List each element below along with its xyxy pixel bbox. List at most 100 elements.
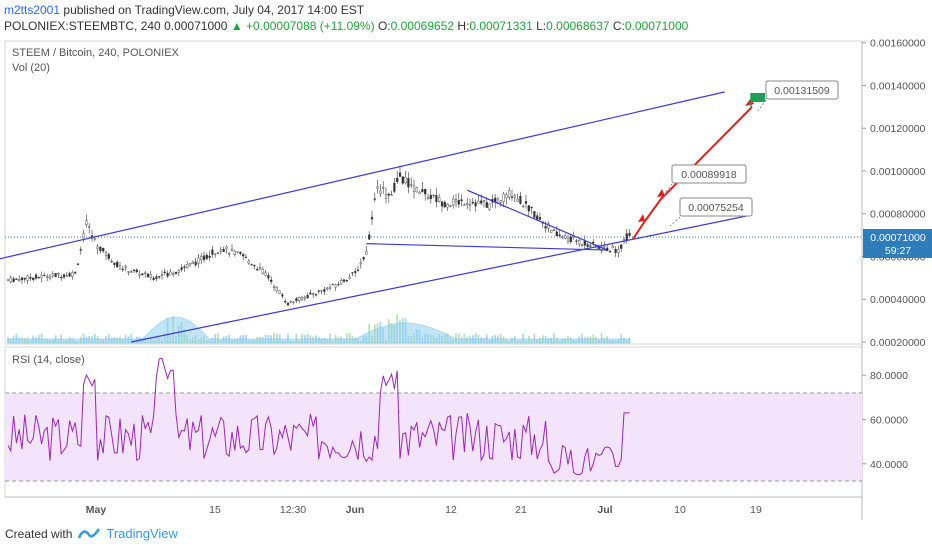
- publish-info: published on TradingView.com, July 04, 2…: [63, 3, 365, 17]
- callout-box[interactable]: 0.00075254: [669, 197, 753, 227]
- candle-body: [438, 197, 441, 202]
- candle-body: [510, 196, 514, 198]
- candle-body: [191, 261, 194, 264]
- low-value: 0.00068637: [546, 19, 610, 33]
- low-label: L:: [536, 19, 547, 33]
- candle-body: [351, 272, 354, 274]
- candle-body: [309, 292, 312, 295]
- candle-body: [46, 276, 49, 279]
- candle-body: [379, 190, 382, 194]
- candle-body: [20, 277, 24, 281]
- candle-body: [415, 187, 418, 193]
- candle-body: [71, 272, 74, 277]
- candle-body: [326, 287, 329, 290]
- volume-bar: [329, 333, 331, 343]
- volume-bar: [499, 334, 502, 343]
- high-label: H:: [457, 19, 470, 33]
- candle-body: [578, 240, 581, 245]
- volume-bar: [306, 333, 309, 343]
- candle-body: [611, 245, 614, 249]
- volume-bar: [345, 333, 348, 343]
- candle-body: [43, 274, 46, 277]
- price-tick-label: 0.00080000: [870, 209, 926, 221]
- candle-body: [250, 264, 253, 266]
- volume-bar: [107, 333, 110, 343]
- candle-body: [401, 176, 404, 184]
- candle-body: [225, 246, 228, 249]
- candle-body: [418, 192, 421, 195]
- candle-body: [166, 273, 169, 277]
- candle-body: [345, 280, 348, 282]
- candle-body: [138, 273, 141, 276]
- volume-legend: Vol (20): [12, 62, 50, 74]
- candle-body: [443, 202, 446, 208]
- candle-body: [452, 198, 455, 206]
- candle-body: [208, 255, 211, 258]
- candle-body: [356, 269, 360, 271]
- candle-body: [435, 195, 438, 203]
- candle-body: [74, 272, 77, 274]
- candle-body: [6, 279, 10, 281]
- candle-body: [474, 202, 477, 207]
- callout-box[interactable]: 0.00089918: [663, 164, 747, 196]
- candle-body: [589, 245, 592, 247]
- brand-link[interactable]: TradingView: [106, 526, 178, 541]
- candle-body: [149, 274, 152, 278]
- tradingview-logo-icon: [78, 528, 101, 539]
- candle-body: [499, 200, 502, 203]
- time-tick-label: 21: [515, 504, 527, 516]
- author-link[interactable]: m2tts2001: [4, 3, 61, 17]
- volume-bar: [522, 333, 525, 343]
- candle-body: [536, 215, 539, 220]
- volume-bar: [301, 333, 303, 343]
- price-change: +0.00007088 (+11.09%): [246, 19, 375, 33]
- volume-bar: [533, 333, 536, 343]
- volume-bar: [455, 333, 457, 343]
- main-legend[interactable]: STEEM / Bitcoin, 240, POLONIEX Vol (20): [12, 47, 179, 74]
- open-label: O:: [377, 19, 391, 33]
- candle-body: [480, 200, 483, 204]
- candle-body: [466, 203, 469, 205]
- candle-body: [373, 198, 376, 200]
- candle-body: [477, 200, 480, 204]
- candle-body: [312, 293, 315, 295]
- high-value: 0.00071331: [469, 19, 533, 33]
- rsi-tick-label: 80.0000: [870, 370, 908, 382]
- candle-body: [390, 194, 393, 196]
- volume-bar: [93, 333, 96, 343]
- callout-text: 0.00075254: [688, 202, 744, 214]
- candle-body: [258, 267, 262, 269]
- callout-box[interactable]: 0.00131509: [757, 80, 839, 112]
- candle-body: [522, 205, 525, 207]
- candle-body: [527, 205, 530, 212]
- candle-body: [152, 277, 155, 280]
- footer: Created with TradingView: [5, 526, 178, 541]
- candle-body: [471, 201, 474, 204]
- candle-body: [51, 273, 54, 277]
- candle-body: [144, 272, 147, 274]
- channel-line-upper: [0, 91, 725, 260]
- candle-body: [12, 278, 15, 282]
- volume-bar: [82, 333, 85, 343]
- candle-body: [314, 294, 318, 296]
- candle-body: [76, 263, 80, 265]
- candle-body: [387, 193, 390, 196]
- candle-body: [342, 279, 346, 282]
- volume-bar: [457, 333, 460, 343]
- candle-body: [320, 290, 323, 292]
- candle-body: [233, 251, 236, 255]
- candle-body: [524, 201, 528, 204]
- candle-body: [300, 297, 304, 301]
- rsi-legend[interactable]: RSI (14, close): [12, 354, 85, 366]
- candle-body: [617, 248, 620, 253]
- time-tick-label: 12:30: [280, 504, 306, 516]
- candle-body: [426, 197, 430, 199]
- candle-body: [267, 275, 270, 279]
- candle-body: [382, 187, 385, 189]
- ohlc-line: POLONIEX:STEEMBTC, 240 0.00071000 ▲ +0.0…: [4, 19, 688, 33]
- candle-body: [188, 263, 192, 266]
- candle-body: [446, 204, 449, 208]
- volume-bar: [275, 333, 278, 343]
- candle-body: [261, 268, 264, 274]
